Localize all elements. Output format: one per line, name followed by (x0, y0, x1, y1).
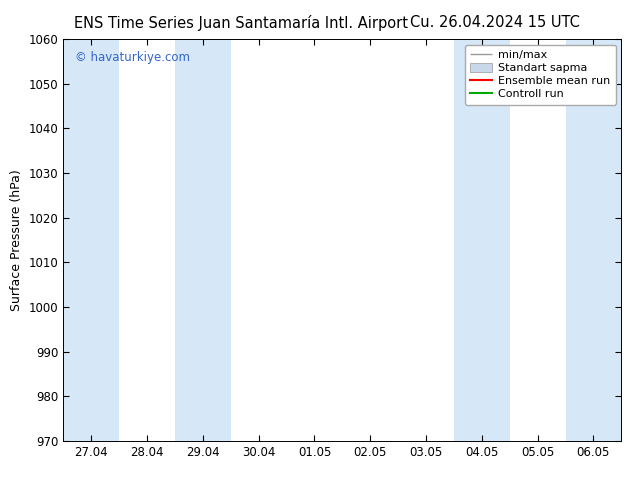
Bar (566, 39, 621, 441)
Text: Cu. 26.04.2024 15 UTC: Cu. 26.04.2024 15 UTC (410, 15, 579, 30)
Bar (454, 39, 510, 441)
Text: © havaturkiye.com: © havaturkiye.com (75, 51, 190, 64)
Bar (63, 39, 119, 441)
Bar (175, 39, 231, 441)
Text: ENS Time Series Juan Santamaría Intl. Airport: ENS Time Series Juan Santamaría Intl. Ai… (74, 15, 408, 31)
Legend: min/max, Standart sapma, Ensemble mean run, Controll run: min/max, Standart sapma, Ensemble mean r… (465, 45, 616, 105)
Y-axis label: Surface Pressure (hPa): Surface Pressure (hPa) (10, 169, 23, 311)
